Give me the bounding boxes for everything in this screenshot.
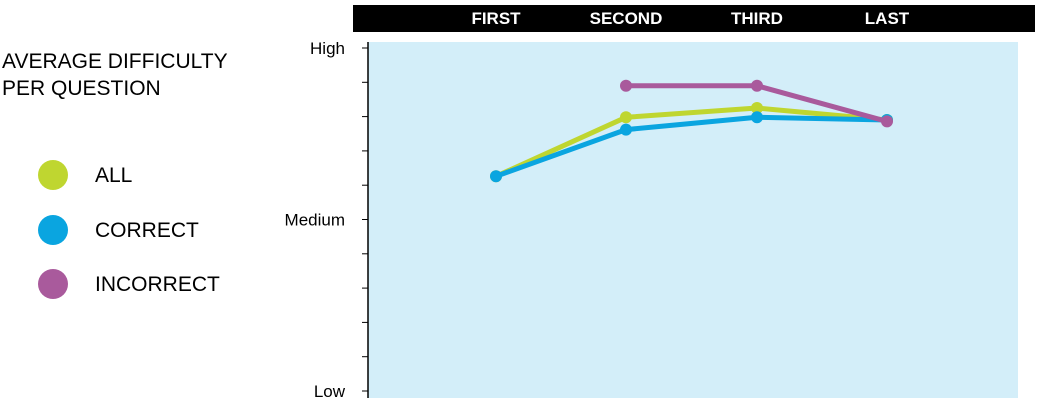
legend-label-all: ALL <box>95 164 133 187</box>
legend-item-correct: CORRECT <box>38 213 278 247</box>
data-point-all <box>751 102 763 115</box>
y-tick-label: Medium <box>285 211 345 230</box>
data-point-incorrect <box>881 115 893 128</box>
y-tick-label: Low <box>314 382 346 401</box>
category-label: SECOND <box>590 9 663 28</box>
legend-label-correct: CORRECT <box>95 219 199 242</box>
y-tick-label: High <box>310 39 345 58</box>
header-band <box>353 5 1035 32</box>
category-label: THIRD <box>731 9 783 28</box>
data-point-correct <box>751 111 763 124</box>
data-point-correct <box>620 123 632 136</box>
legend-dot-icon <box>38 215 68 245</box>
legend-dot-icon <box>38 160 68 190</box>
data-point-all <box>620 111 632 124</box>
data-point-incorrect <box>620 79 632 92</box>
chart-title: AVERAGE DIFFICULTY PER QUESTION <box>2 50 228 100</box>
data-point-correct <box>490 170 502 183</box>
data-point-incorrect <box>751 79 763 92</box>
legend-label-incorrect: INCORRECT <box>95 273 220 296</box>
category-label: LAST <box>865 9 910 28</box>
legend-dot-icon <box>38 269 68 299</box>
plot-area <box>368 42 1018 398</box>
legend-item-incorrect: INCORRECT <box>38 267 278 301</box>
series-line-all <box>493 105 890 179</box>
series-line-correct <box>493 114 890 179</box>
legend-item-all: ALL <box>38 158 278 192</box>
category-label: FIRST <box>471 9 521 28</box>
